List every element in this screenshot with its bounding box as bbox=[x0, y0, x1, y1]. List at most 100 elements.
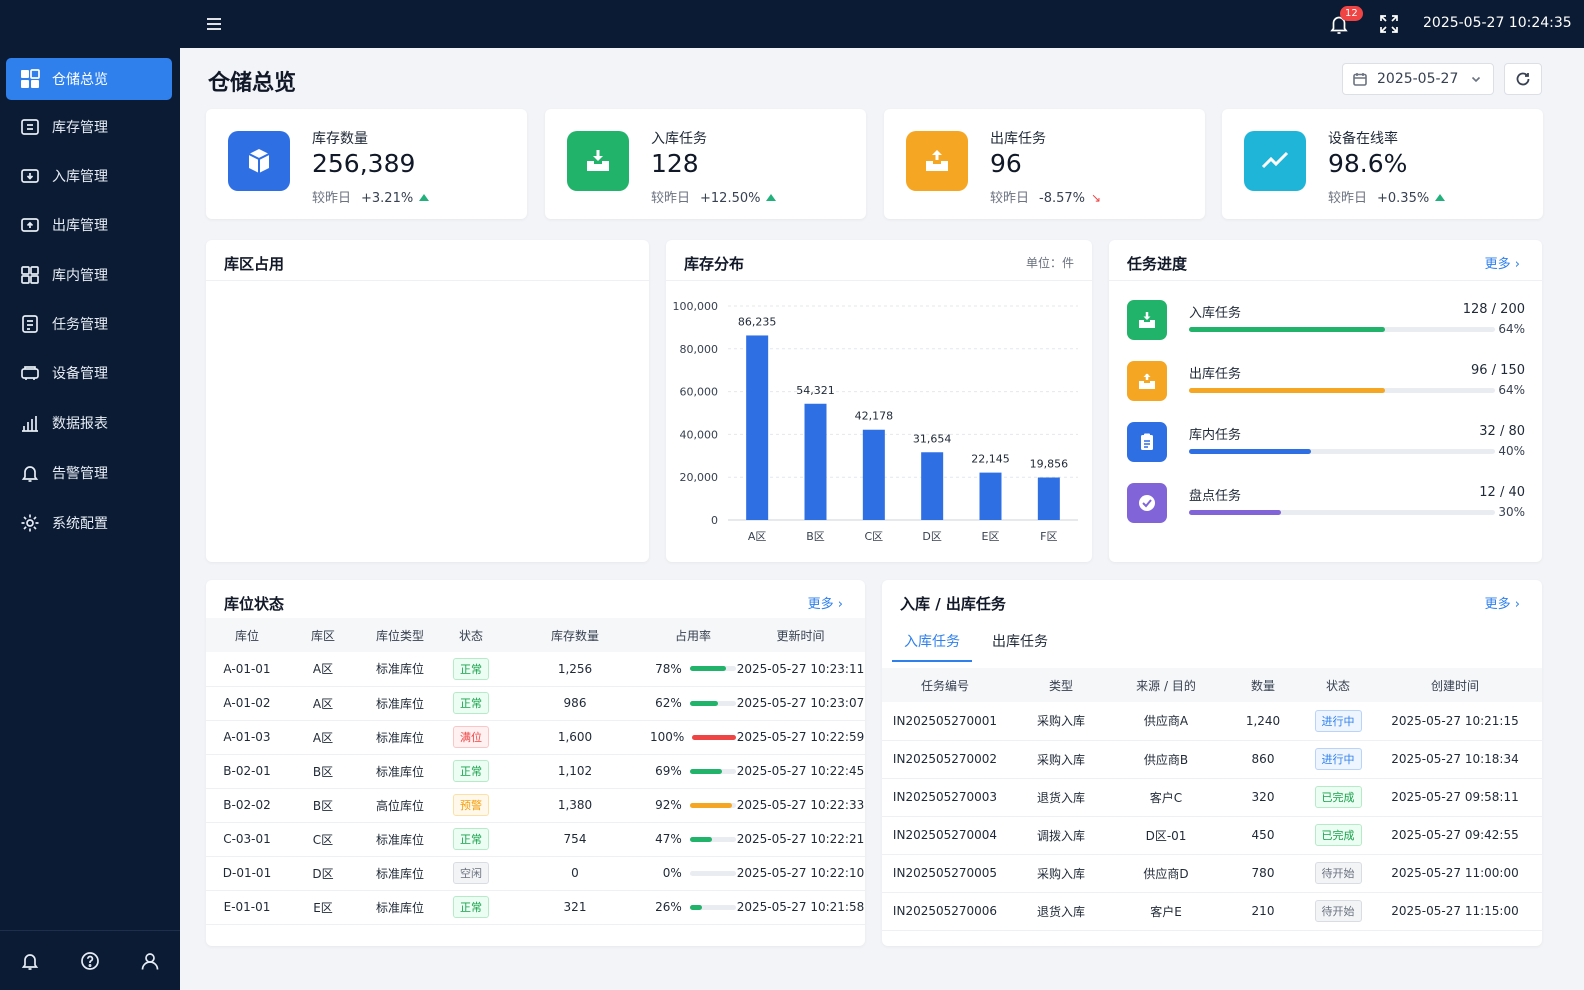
sidebar-item-devices[interactable]: 设备管理 bbox=[6, 352, 172, 394]
column-header: 库位 bbox=[206, 618, 288, 652]
refresh-button[interactable] bbox=[1504, 63, 1542, 95]
usage-cell: 26% bbox=[650, 890, 736, 925]
task-progress-value: 96 / 150 bbox=[1471, 363, 1525, 378]
column-header: 库区 bbox=[288, 618, 358, 652]
table-row[interactable]: B-02-01 B区 标准库位 正常 1,102 69% 2025-05-27 10:22:… bbox=[206, 754, 865, 789]
more-link[interactable]: 更多 › bbox=[1484, 597, 1520, 612]
task-type: 采购入库 bbox=[1008, 740, 1114, 779]
table-row[interactable]: C-03-01 C区 标准库位 正常 754 47% 2025-05-27 10:22:21 bbox=[206, 822, 865, 857]
sidebar-item-inventory[interactable]: 库存管理 bbox=[6, 106, 172, 148]
table-row[interactable]: IN202505270006 退货入库 客户E 210 待开始 2025-05-27 11… bbox=[882, 892, 1542, 931]
sidebar-item-inbound[interactable]: 入库管理 bbox=[6, 155, 172, 197]
column-header: 任务编号 bbox=[882, 668, 1008, 702]
table-row[interactable]: D-01-01 D区 标准库位 空闲 0 0% 2025-05-27 10:22:10 bbox=[206, 856, 865, 891]
task-id: IN202505270005 bbox=[882, 854, 1008, 893]
date-picker[interactable]: 2025-05-27 bbox=[1342, 63, 1494, 95]
column-header: 状态 bbox=[442, 618, 500, 652]
usage-fill bbox=[689, 836, 712, 842]
table-row[interactable]: E-01-01 E区 标准库位 正常 321 26% 2025-05-27 10:21:58 bbox=[206, 890, 865, 925]
task-time: 2025-05-27 10:21:15 bbox=[1368, 702, 1542, 741]
task-progress-item[interactable]: 库内任务 32 / 80 40% bbox=[1127, 422, 1525, 464]
sidebar-item-reports[interactable]: 数据报表 bbox=[6, 402, 172, 444]
cube-icon bbox=[228, 131, 290, 191]
progress-track bbox=[1189, 388, 1495, 393]
location-zone: A区 bbox=[288, 686, 358, 721]
usage-cell: 0% bbox=[650, 856, 736, 891]
table-row[interactable]: A-01-01 A区 标准库位 正常 1,256 78% 2025-05-27 10:23:… bbox=[206, 652, 865, 687]
y-tick-label: 40,000 bbox=[680, 428, 719, 441]
sidebar-item-outbound[interactable]: 出库管理 bbox=[6, 204, 172, 246]
table-row[interactable]: IN202505270003 退货入库 客户C 320 已完成 2025-05-27 09… bbox=[882, 778, 1542, 817]
user-profile-icon[interactable] bbox=[139, 950, 161, 972]
fullscreen-icon[interactable] bbox=[1378, 13, 1400, 35]
zone-tile-c[interactable]: C区 62.4% 7,124 / 11,420 bbox=[231, 405, 327, 464]
zone-tile-e[interactable]: E区 31.7% 2,112 / 6,664 bbox=[231, 486, 319, 541]
table-row[interactable]: IN202505270002 采购入库 供应商B 860 进行中 2025-05-27 1… bbox=[882, 740, 1542, 779]
table-row[interactable]: A-01-02 A区 标准库位 正常 986 62% 2025-05-27 10:23:07 bbox=[206, 686, 865, 721]
status-badge: 正常 bbox=[453, 896, 489, 918]
usage-fill bbox=[692, 734, 736, 740]
table-row[interactable]: IN202505270001 采购入库 供应商A 1,240 进行中 2025-05-27… bbox=[882, 702, 1542, 741]
tab-inbound[interactable]: 入库任务 bbox=[892, 622, 972, 662]
more-link[interactable]: 更多 › bbox=[807, 597, 843, 612]
inbound-icon bbox=[1127, 300, 1167, 340]
stock-qty: 986 bbox=[500, 686, 650, 721]
location-zone: D区 bbox=[288, 856, 358, 891]
sidebar-item-overview[interactable]: 仓储总览 bbox=[6, 58, 172, 100]
bar-value-label: 19,856 bbox=[1030, 458, 1069, 471]
location-code: D-01-01 bbox=[206, 856, 288, 891]
task-type: 调拨入库 bbox=[1008, 816, 1114, 855]
sidebar-item-tasks[interactable]: 任务管理 bbox=[6, 303, 172, 345]
task-progress-panel: 任务进度 更多 › 入库任务 128 / 200 64% 出库任务 96 / 150 64… bbox=[1109, 240, 1542, 562]
usage-cell: 47% bbox=[650, 822, 736, 857]
table-row[interactable]: IN202505270004 调拨入库 D区-01 450 已完成 2025-05-27 … bbox=[882, 816, 1542, 855]
usage-cell: 78% bbox=[650, 652, 736, 687]
table-row[interactable]: A-01-03 A区 标准库位 满位 1,600 100% 2025-05-27 10:22… bbox=[206, 720, 865, 755]
location-zone: B区 bbox=[288, 788, 358, 823]
task-id: IN202505270004 bbox=[882, 816, 1008, 855]
table-row[interactable]: B-02-02 B区 高位库位 预警 1,380 92% 2025-05-27 10:22:… bbox=[206, 788, 865, 823]
update-time: 2025-05-27 10:22:21 bbox=[736, 822, 865, 857]
usage-track bbox=[689, 870, 736, 876]
notification-bell-icon[interactable] bbox=[19, 950, 41, 972]
more-link[interactable]: 更多 › bbox=[1484, 257, 1520, 272]
sidebar-item-settings[interactable]: 系统配置 bbox=[6, 502, 172, 544]
task-progress-item[interactable]: 盘点任务 12 / 40 30% bbox=[1127, 483, 1525, 525]
table-row[interactable]: IN202505270005 采购入库 供应商D 780 待开始 2025-05-27 1… bbox=[882, 854, 1542, 893]
status-cell: 预警 bbox=[442, 788, 500, 823]
zone-tile-b[interactable]: B区 73.2% 8,532 / 11,650 bbox=[451, 305, 547, 364]
task-qty: 860 bbox=[1218, 740, 1308, 779]
location-zone: E区 bbox=[288, 890, 358, 925]
sidebar-item-label: 系统配置 bbox=[52, 516, 108, 532]
task-progress-item[interactable]: 出库任务 96 / 150 64% bbox=[1127, 361, 1525, 403]
tab-outbound[interactable]: 出库任务 bbox=[992, 634, 1048, 650]
y-tick-label: 0 bbox=[711, 514, 718, 527]
sidebar-item-warehouse[interactable]: 库内管理 bbox=[6, 254, 172, 296]
bar-value-label: 86,235 bbox=[738, 315, 777, 328]
status-cell: 已完成 bbox=[1308, 816, 1368, 855]
usage-track bbox=[689, 904, 736, 910]
zone-tile-d[interactable]: D区 45.1% 4,231 / 9,380 bbox=[451, 405, 539, 464]
usage-fill bbox=[689, 802, 733, 808]
sidebar-item-alerts[interactable]: 告警管理 bbox=[6, 452, 172, 494]
task-icon bbox=[20, 314, 40, 334]
task-qty: 1,240 bbox=[1218, 702, 1308, 741]
zone-tile-a[interactable]: A区 85.6% 10,256 / 11,979 bbox=[231, 305, 335, 364]
menu-toggle-icon[interactable] bbox=[204, 14, 224, 34]
trend-up-icon bbox=[766, 194, 777, 201]
help-icon[interactable] bbox=[79, 950, 101, 972]
sidebar-item-label: 设备管理 bbox=[52, 366, 108, 382]
location-code: E-01-01 bbox=[206, 890, 288, 925]
chevron-right-icon: › bbox=[1514, 597, 1520, 612]
status-badge: 已完成 bbox=[1314, 786, 1362, 808]
chevron-right-icon: › bbox=[837, 597, 843, 612]
column-header: 库位类型 bbox=[358, 618, 442, 652]
status-cell: 正常 bbox=[442, 686, 500, 721]
update-time: 2025-05-27 10:23:11 bbox=[736, 652, 865, 687]
trend-up-icon bbox=[1435, 194, 1446, 201]
zone-tile-f[interactable]: F区 28.9% 1,876 / 6,496 bbox=[451, 486, 539, 541]
usage-percent: 26% bbox=[655, 900, 682, 914]
task-id: IN202505270002 bbox=[882, 740, 1008, 779]
task-id: IN202505270003 bbox=[882, 778, 1008, 817]
task-progress-item[interactable]: 入库任务 128 / 200 64% bbox=[1127, 300, 1525, 342]
